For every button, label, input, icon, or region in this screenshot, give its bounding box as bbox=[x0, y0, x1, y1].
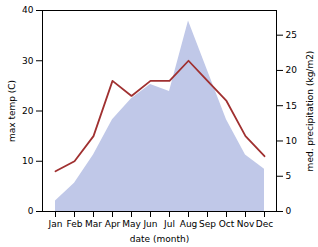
svg-text:20: 20 bbox=[22, 106, 34, 116]
svg-text:10: 10 bbox=[22, 156, 34, 166]
svg-text:Mar: Mar bbox=[85, 219, 102, 229]
svg-text:Dec: Dec bbox=[256, 219, 273, 229]
svg-text:40: 40 bbox=[22, 5, 34, 15]
svg-text:Nov: Nov bbox=[237, 219, 255, 229]
svg-text:Apr: Apr bbox=[105, 219, 121, 229]
svg-text:date (month): date (month) bbox=[130, 234, 189, 244]
svg-text:30: 30 bbox=[22, 56, 34, 66]
svg-text:0: 0 bbox=[286, 206, 292, 216]
svg-text:Jan: Jan bbox=[48, 219, 63, 229]
svg-text:5: 5 bbox=[286, 171, 292, 181]
svg-text:25: 25 bbox=[286, 30, 297, 40]
svg-text:Sep: Sep bbox=[199, 219, 216, 229]
svg-text:Oct: Oct bbox=[219, 219, 235, 229]
svg-text:med. precipitation (kg/m2): med. precipitation (kg/m2) bbox=[305, 51, 315, 172]
svg-text:Aug: Aug bbox=[180, 219, 198, 229]
svg-text:Feb: Feb bbox=[67, 219, 83, 229]
svg-text:Jun: Jun bbox=[142, 219, 157, 229]
svg-text:0: 0 bbox=[28, 206, 34, 216]
svg-text:May: May bbox=[122, 219, 141, 229]
svg-text:max temp (C): max temp (C) bbox=[7, 80, 17, 142]
svg-text:20: 20 bbox=[286, 65, 298, 75]
svg-text:15: 15 bbox=[286, 101, 297, 111]
svg-text:10: 10 bbox=[286, 136, 298, 146]
svg-text:Jul: Jul bbox=[163, 219, 175, 229]
